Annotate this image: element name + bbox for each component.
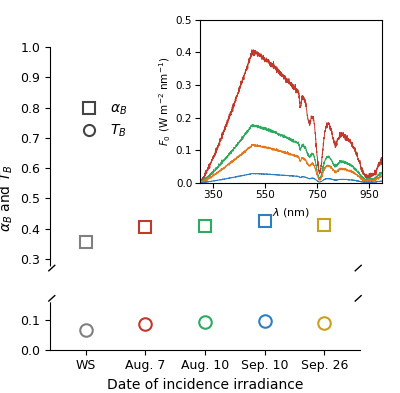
Y-axis label: $F_0$ (W m$^{-2}$ nm$^{-1}$): $F_0$ (W m$^{-2}$ nm$^{-1}$) bbox=[158, 57, 173, 146]
Legend: $\alpha_B$, $T_B$: $\alpha_B$, $T_B$ bbox=[69, 96, 132, 145]
Y-axis label: $\alpha_B$ and $T_B$: $\alpha_B$ and $T_B$ bbox=[0, 165, 15, 232]
X-axis label: $\lambda$ (nm): $\lambda$ (nm) bbox=[272, 206, 310, 219]
X-axis label: Date of incidence irradiance: Date of incidence irradiance bbox=[107, 378, 303, 392]
Bar bbox=[41, 270, 375, 297]
